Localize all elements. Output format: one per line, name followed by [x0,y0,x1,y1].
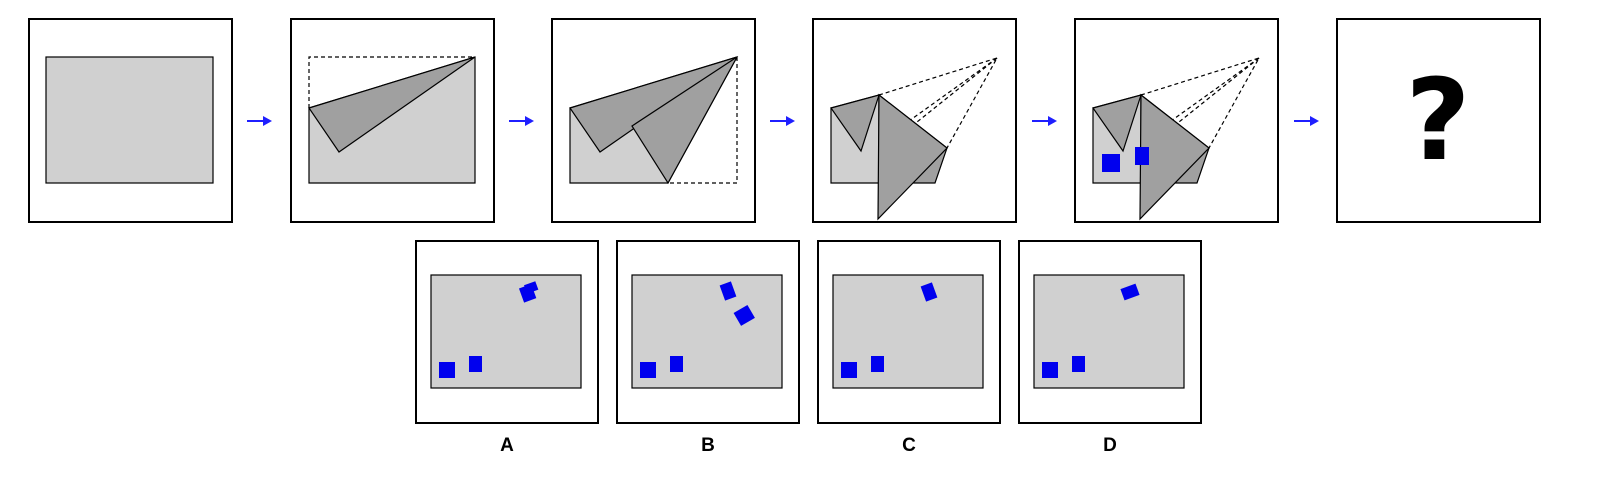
arrow-icon [1032,116,1057,126]
step-2-panel [290,18,495,223]
step-4-fold-outline-2 [901,57,998,127]
step-5-fold-outline-2 [1163,57,1260,127]
option-b-label[interactable]: B [701,435,715,456]
step-4-fold-outline-1 [878,56,999,149]
option-a-label[interactable]: A [500,435,514,456]
option-c-hole-1 [841,362,857,378]
step-5-hole-large [1102,154,1120,172]
option-d-hole-1 [1042,362,1058,378]
option-b-hole-4 [733,304,755,326]
arrow-icon [247,116,272,126]
step-3-panel [551,18,756,223]
option-b[interactable]: B [616,240,800,456]
question-frame [1336,18,1541,223]
option-b-hole-3 [719,281,737,301]
step-1-paper [45,56,214,184]
option-b-hole-1 [640,362,656,378]
step-4-flap-front [877,93,948,221]
option-d-paper [1033,274,1185,389]
option-a-hole-1 [439,362,455,378]
option-a-hole-4 [523,281,539,294]
option-c-paper [832,274,984,389]
arrow-icon [509,116,534,126]
step-1-panel [28,18,233,223]
step-5-hole-small [1135,147,1149,165]
option-c-hole-2 [871,356,884,372]
option-b-paper [631,274,783,389]
step-2-folded-flap [308,56,476,153]
option-d[interactable]: D [1018,240,1202,456]
question-mark: ? [1406,56,1471,186]
step-5-panel [1074,18,1279,223]
step-4-panel [812,18,1017,223]
option-c-hole-3 [920,282,938,302]
option-a-hole-2 [469,356,482,372]
option-b-hole-2 [670,356,683,372]
step-2-fold-outline [308,56,475,108]
step-3-flap-front [631,56,738,185]
arrow-icon [1294,116,1319,126]
option-d-hole-3 [1120,283,1140,301]
step-4-flap-back [830,94,880,153]
step-3-fold-outline [668,57,738,184]
option-d-label[interactable]: D [1103,435,1117,456]
arrow-icon [770,116,795,126]
option-d-hole-2 [1072,356,1085,372]
option-a-paper [430,274,582,389]
question-panel: ? [1336,18,1541,223]
option-c[interactable]: C [817,240,1001,456]
step-5-flap-back [1092,94,1142,153]
option-c-label[interactable]: C [902,435,916,456]
option-a[interactable]: A [415,240,599,456]
step-5-fold-outline-1 [1140,56,1261,149]
